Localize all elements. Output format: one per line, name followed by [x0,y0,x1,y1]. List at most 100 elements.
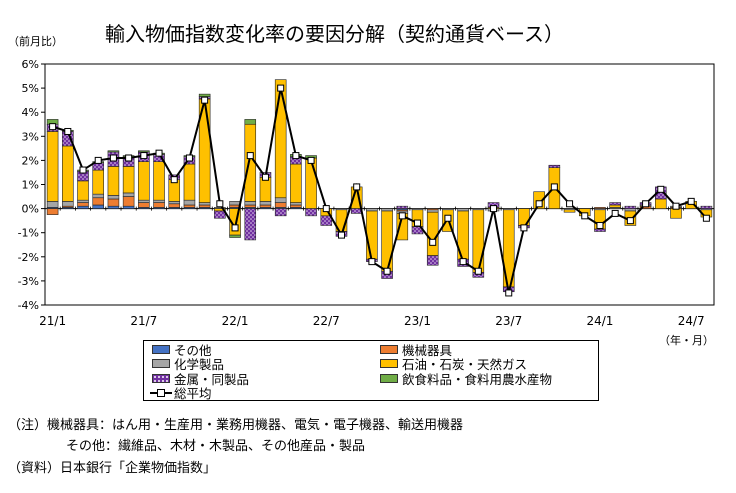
average-marker [307,156,315,164]
bar-segment [183,199,196,206]
bar-segment [290,204,302,208]
bar-segment [457,208,469,212]
bar-segment [244,201,257,206]
average-marker [140,152,148,160]
average-marker [429,238,437,246]
average-line [49,84,710,297]
bar-segment [77,180,89,201]
x-tick-label: 21/7 [130,314,157,328]
swatch-machinery [380,345,398,354]
bar-segment [138,202,150,208]
bar-segment [46,208,59,215]
bar-segment [472,209,485,273]
average-marker [414,219,422,227]
bar-segment [426,255,439,266]
bar-segment [168,203,181,208]
note-other: その他：繊維品、木材・木製品、その他産品・製品 [66,439,366,454]
bar-segment [138,161,150,201]
average-marker [353,183,361,191]
average-marker [49,123,57,131]
average-marker [322,205,330,213]
bar-segment [426,209,439,213]
swatch-metals [152,374,170,383]
bar-segment [107,150,120,153]
legend-item-metals: 金属・同製品 [152,372,250,387]
average-marker [383,267,391,275]
average-marker [292,152,300,160]
bar-segment [183,163,196,201]
average-marker [398,212,406,220]
average-marker [550,183,558,191]
bar-segment [198,202,211,206]
bar-segment [77,205,89,209]
legend-label: 総平均 [174,386,212,401]
x-tick-label: 23/1 [404,314,431,328]
bar-segment [107,198,120,207]
y-tick-label: 5% [22,82,39,95]
bar-segment [624,208,637,212]
x-unit-label: （年・月） [659,334,714,347]
average-marker [231,224,239,232]
bar-segment [305,208,317,217]
average-marker [170,176,178,184]
average-marker [201,96,209,104]
swatch-petroleum [380,359,398,368]
average-marker [368,258,376,266]
bar-segment [548,164,561,168]
stacked-bar-chart: 6% 5% 4% 3% 2% 1% 0% -1% -2% -3% -4% 21/1 21/7 22/1 2… [18,58,715,328]
x-tick-label: 22/7 [313,314,340,328]
average-marker [444,214,452,222]
bar-segment [92,193,104,199]
bar-segment [92,169,104,195]
bar-segment [122,192,135,197]
bar-segment [244,204,257,208]
bar-segment [274,208,287,217]
bar-segment [381,210,393,272]
x-tick-label: 24/7 [678,314,705,328]
bar-segment [259,204,272,208]
bar-segment [122,196,135,207]
average-marker [246,152,254,160]
bar-segment [107,195,120,200]
x-tick-label: 21/1 [39,314,66,328]
average-marker [459,258,467,266]
chart-title: 輸入物価指数変化率の要因分解（契約通貨ベース） [105,22,564,46]
bar-segment [244,123,257,202]
bar-segment [366,208,378,212]
bar-segment [533,191,545,209]
bar-segment [594,228,606,232]
bar-segment [229,234,241,238]
bar-segment [198,204,211,208]
bar-segment [122,205,135,209]
x-tick-label: 24/1 [586,314,613,328]
bar-segment [107,205,120,209]
legend-item-machinery: 機械器具 [380,343,452,358]
bar-segment [700,205,713,209]
bar-segment [274,197,287,203]
x-tick-label: 22/1 [222,314,249,328]
bar-segment [244,208,257,241]
average-marker [566,200,574,208]
legend-item-chemicals: 化学製品 [152,357,224,372]
average-marker [642,200,650,208]
bar-segment [153,161,165,201]
average-marker [702,214,710,222]
bar-segment [670,208,682,219]
y-tick-label: -4% [18,299,39,312]
bar-segment [92,197,104,206]
bar-segment [229,201,241,206]
average-marker [520,224,528,232]
legend-label: その他 [174,343,212,358]
bar-segment [396,205,409,209]
average-marker [581,212,589,220]
average-marker [261,173,269,181]
swatch-average-line [150,386,172,399]
legend-item-other: その他 [152,343,212,358]
bar-segment [274,202,287,208]
legend-label: 金属・同製品 [174,372,250,387]
average-marker [277,84,285,92]
bar-segment [46,131,59,202]
bar-segment [138,199,150,203]
bar-segment [655,198,667,209]
bar-segment [381,208,393,212]
